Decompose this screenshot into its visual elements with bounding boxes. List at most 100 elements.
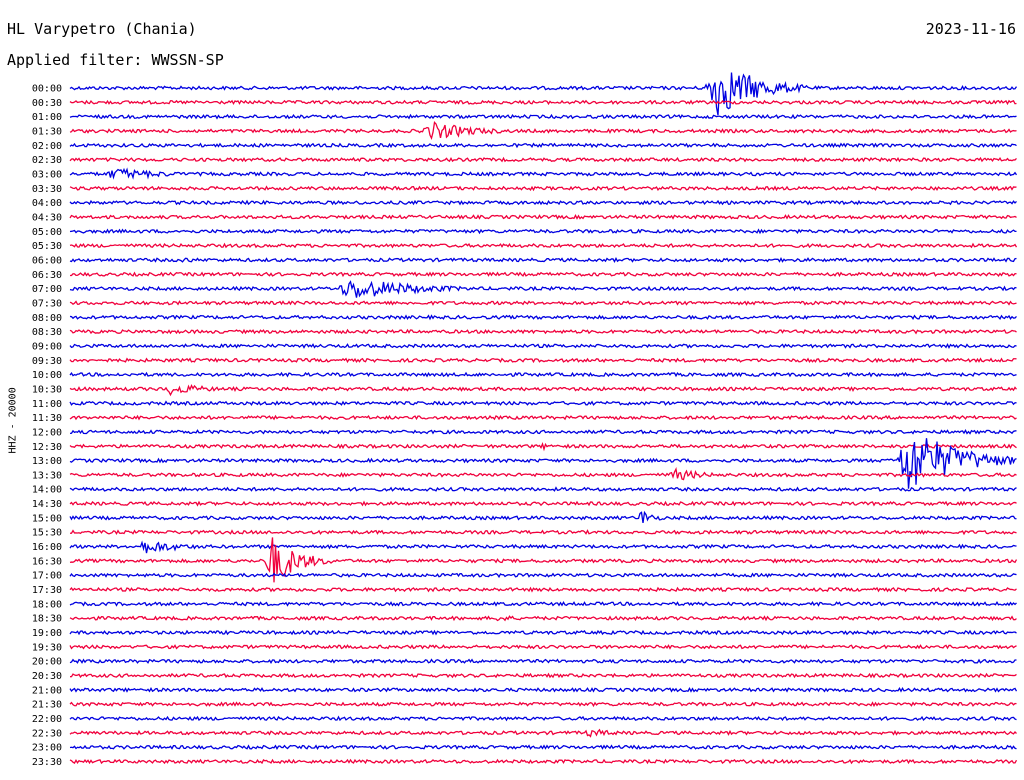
- time-tick-label: 02:00: [32, 141, 62, 152]
- trace-line-1900: [69, 629, 1017, 636]
- time-tick-label: 07:30: [32, 298, 62, 309]
- trace-line-2130: [69, 701, 1017, 708]
- time-tick-label: 09:30: [32, 356, 62, 367]
- time-tick-label: 15:30: [32, 528, 62, 539]
- time-tick-label: 10:00: [32, 370, 62, 381]
- time-tick-label: 18:00: [32, 599, 62, 610]
- trace-line-1000: [69, 371, 1017, 378]
- time-tick-label: 05:30: [32, 241, 62, 252]
- time-tick-label: 18:30: [32, 614, 62, 625]
- time-tick-label: 13:00: [32, 456, 62, 467]
- trace-line-1400: [69, 486, 1017, 493]
- trace-line-0000: [69, 72, 1018, 116]
- time-tick-label: 00:00: [32, 84, 62, 95]
- trace-line-0030: [69, 99, 1017, 106]
- trace-line-1630: [69, 537, 1018, 583]
- time-tick-label: 17:00: [32, 571, 62, 582]
- trace-line-1500: [69, 510, 1017, 524]
- trace-line-0530: [69, 242, 1018, 249]
- time-tick-label: 05:00: [32, 227, 62, 238]
- time-tick-label: 00:30: [32, 98, 62, 109]
- time-tick-label: 04:00: [32, 198, 62, 209]
- date-label: 2023-11-16: [925, 20, 1016, 38]
- time-tick-label: 22:30: [32, 728, 62, 739]
- time-tick-label: 20:30: [32, 671, 62, 682]
- trace-line-0730: [69, 300, 1017, 306]
- time-tick-label: 06:00: [32, 255, 62, 266]
- trace-line-0200: [69, 142, 1017, 149]
- trace-line-0830: [69, 328, 1017, 335]
- time-tick-label: 10:30: [32, 384, 62, 395]
- time-tick-label: 04:30: [32, 212, 62, 223]
- time-tick-label: 11:30: [32, 413, 62, 424]
- time-tick-label: 13:30: [32, 470, 62, 481]
- time-tick-label: 16:00: [32, 542, 62, 553]
- time-tick-label: 21:00: [32, 685, 62, 696]
- trace-line-1030: [69, 383, 1018, 397]
- trace-line-0400: [69, 199, 1017, 206]
- time-tick-label: 06:30: [32, 270, 62, 281]
- time-tick-label: 08:00: [32, 313, 62, 324]
- time-tick-label: 03:30: [32, 184, 62, 195]
- trace-line-2100: [69, 686, 1018, 693]
- time-tick-label: 14:30: [32, 499, 62, 510]
- time-tick-label: 08:30: [32, 327, 62, 338]
- time-tick-label: 12:30: [32, 442, 62, 453]
- trace-line-0700: [69, 280, 1017, 298]
- trace-line-1600: [69, 540, 1017, 554]
- time-tick-label: 23:00: [32, 743, 62, 754]
- time-tick-label: 01:30: [32, 126, 62, 137]
- time-tick-label: 01:00: [32, 112, 62, 123]
- trace-line-1830: [69, 615, 1017, 622]
- trace-line-1730: [69, 586, 1017, 593]
- trace-line-0600: [69, 256, 1017, 263]
- trace-line-0230: [69, 156, 1017, 163]
- trace-line-1230: [69, 442, 1017, 452]
- time-tick-label: 12:00: [32, 427, 62, 438]
- trace-line-2230: [69, 728, 1017, 738]
- time-tick-label: 02:30: [32, 155, 62, 166]
- trace-line-1530: [69, 529, 1017, 536]
- time-tick-label: 19:00: [32, 628, 62, 639]
- trace-line-1330: [69, 467, 1017, 481]
- trace-line-2330: [69, 758, 1018, 765]
- trace-line-0100: [69, 113, 1017, 120]
- trace-line-2200: [69, 715, 1017, 722]
- time-tick-label: 07:00: [32, 284, 62, 295]
- trace-line-0900: [69, 342, 1017, 349]
- time-tick-label: 14:00: [32, 485, 62, 496]
- trace-line-0500: [69, 228, 1017, 235]
- time-tick-label: 23:30: [32, 757, 62, 768]
- time-tick-label: 22:00: [32, 714, 62, 725]
- trace-line-0330: [69, 185, 1017, 192]
- time-tick-label: 03:00: [32, 169, 62, 180]
- time-tick-label: 21:30: [32, 700, 62, 711]
- time-tick-label: 16:30: [32, 556, 62, 567]
- station-title: HL Varypetro (Chania): [7, 20, 197, 38]
- trace-line-1430: [69, 500, 1017, 507]
- trace-line-0800: [69, 314, 1017, 321]
- trace-line-1130: [69, 414, 1017, 421]
- trace-line-1800: [69, 601, 1017, 607]
- time-tick-label: 15:00: [32, 513, 62, 524]
- trace-line-1300: [69, 438, 1017, 489]
- trace-line-2300: [69, 744, 1017, 751]
- trace-line-2000: [69, 658, 1017, 665]
- trace-line-0630: [69, 271, 1017, 278]
- trace-line-1700: [69, 572, 1017, 579]
- trace-line-0300: [69, 167, 1018, 180]
- trace-line-1200: [69, 429, 1017, 435]
- trace-line-2030: [69, 672, 1017, 679]
- time-tick-label: 20:00: [32, 657, 62, 668]
- time-tick-label: 11:00: [32, 399, 62, 410]
- trace-line-0430: [69, 214, 1017, 220]
- trace-line-1100: [69, 400, 1017, 407]
- time-tick-label: 09:00: [32, 341, 62, 352]
- time-tick-label: 19:30: [32, 642, 62, 653]
- filter-label: Applied filter: WWSSN-SP: [7, 51, 224, 69]
- trace-line-0930: [69, 357, 1017, 364]
- time-tick-label: 17:30: [32, 585, 62, 596]
- trace-line-0130: [69, 121, 1017, 141]
- trace-line-1930: [69, 644, 1017, 650]
